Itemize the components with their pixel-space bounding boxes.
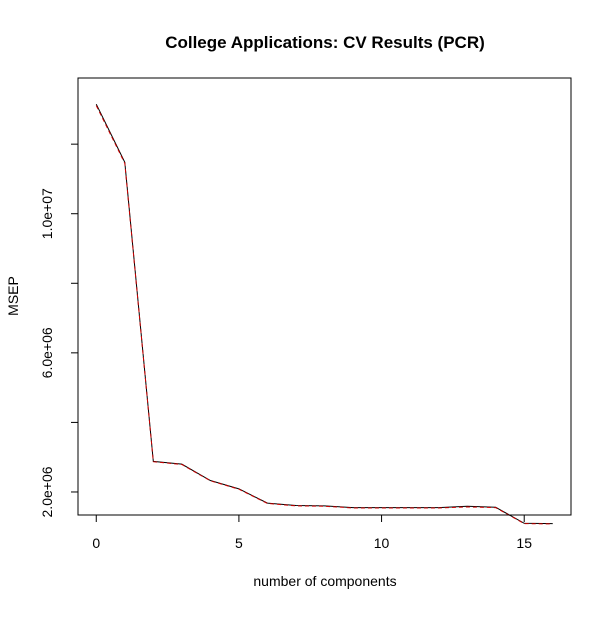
y-tick-label: 1.0e+07 [39, 188, 55, 239]
y-tick-label: 2.0e+06 [39, 466, 55, 517]
x-tick-label: 5 [235, 535, 243, 551]
series-line-1 [95, 103, 553, 525]
chart-title: College Applications: CV Results (PCR) [165, 33, 485, 52]
y-tick-label: 6.0e+06 [39, 327, 55, 378]
x-tick-label: 0 [92, 535, 100, 551]
series-layer [95, 103, 553, 525]
x-tick-label: 15 [516, 535, 532, 551]
y-axis-label: MSEP [5, 276, 21, 316]
x-tick-label: 10 [374, 535, 390, 551]
series-line-2 [95, 105, 553, 525]
plot-frame [77, 77, 572, 516]
x-axis-label: number of components [253, 573, 396, 589]
